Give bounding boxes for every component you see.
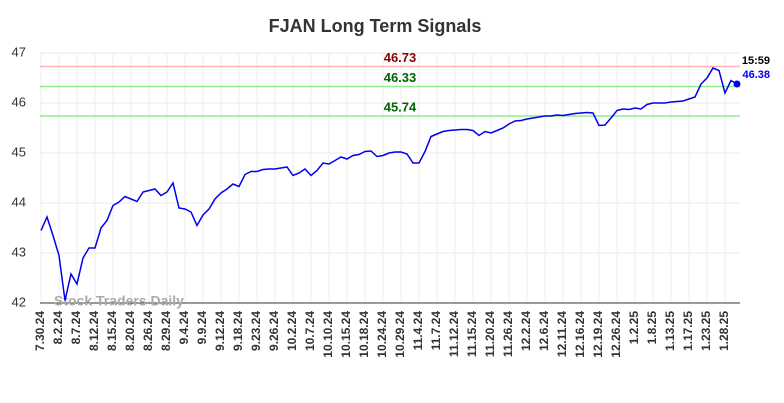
last-value: 46.38	[742, 69, 770, 81]
x-tick-label: 10.7.24	[303, 311, 317, 351]
x-tick-label: 11.26.24	[501, 311, 515, 357]
x-tick-label: 11.7.24	[429, 311, 443, 351]
x-tick-label: 10.10.24	[321, 311, 335, 358]
last-time: 15:59	[742, 55, 770, 67]
chart-title: FJAN Long Term Signals	[269, 16, 482, 36]
x-tick-label: 11.4.24	[411, 311, 425, 351]
signal-label: 45.74	[384, 99, 417, 114]
y-tick-label: 44	[12, 194, 26, 209]
x-tick-label: 1.17.25	[681, 311, 695, 351]
x-tick-label: 9.9.24	[195, 311, 209, 345]
x-tick-label: 1.2.25	[627, 311, 641, 345]
x-tick-label: 9.23.24	[249, 311, 263, 351]
x-tick-label: 8.2.24	[51, 311, 65, 345]
x-tick-label: 1.13.25	[663, 311, 677, 351]
x-tick-label: 10.29.24	[393, 311, 407, 358]
x-tick-label: 12.19.24	[591, 311, 605, 358]
watermark: Stock Traders Daily	[54, 293, 184, 309]
x-tick-label: 11.15.24	[465, 311, 479, 357]
x-tick-label: 1.28.25	[717, 311, 731, 351]
x-tick-label: 8.29.24	[159, 311, 173, 351]
x-tick-label: 8.15.24	[105, 311, 119, 351]
last-point	[733, 80, 741, 88]
x-tick-label: 9.26.24	[267, 311, 281, 351]
price-line	[40, 67, 738, 301]
x-tick-label: 9.18.24	[231, 311, 245, 351]
x-tick-label: 12.6.24	[537, 311, 551, 351]
x-tick-label: 10.2.24	[285, 311, 299, 351]
y-tick-label: 42	[12, 294, 26, 309]
x-tick-label: 1.23.25	[699, 311, 713, 351]
x-tick-label: 10.24.24	[375, 311, 389, 358]
x-tick-label: 10.15.24	[339, 311, 353, 358]
x-tick-label: 8.12.24	[87, 311, 101, 351]
x-tick-label: 8.7.24	[69, 311, 83, 345]
x-tick-label: 7.30.24	[33, 311, 47, 351]
x-tick-label: 9.12.24	[213, 311, 227, 351]
x-tick-label: 12.26.24	[609, 311, 623, 358]
signal-label: 46.33	[384, 70, 417, 85]
x-tick-label: 12.16.24	[573, 311, 587, 358]
x-tick-label: 12.11.24	[555, 311, 569, 357]
x-tick-label: 9.4.24	[177, 311, 191, 345]
y-tick-label: 47	[12, 44, 26, 59]
x-tick-label: 11.20.24	[483, 311, 497, 357]
signal-label: 46.73	[384, 50, 417, 65]
y-tick-label: 46	[12, 94, 26, 109]
x-tick-label: 8.26.24	[141, 311, 155, 351]
x-tick-label: 1.8.25	[645, 311, 659, 345]
y-tick-label: 43	[12, 244, 26, 259]
x-tick-label: 11.12.24	[447, 311, 461, 357]
x-tick-label: 10.18.24	[357, 311, 371, 358]
y-tick-label: 45	[12, 144, 26, 159]
x-tick-label: 12.2.24	[519, 311, 533, 351]
x-tick-label: 8.20.24	[123, 311, 137, 351]
